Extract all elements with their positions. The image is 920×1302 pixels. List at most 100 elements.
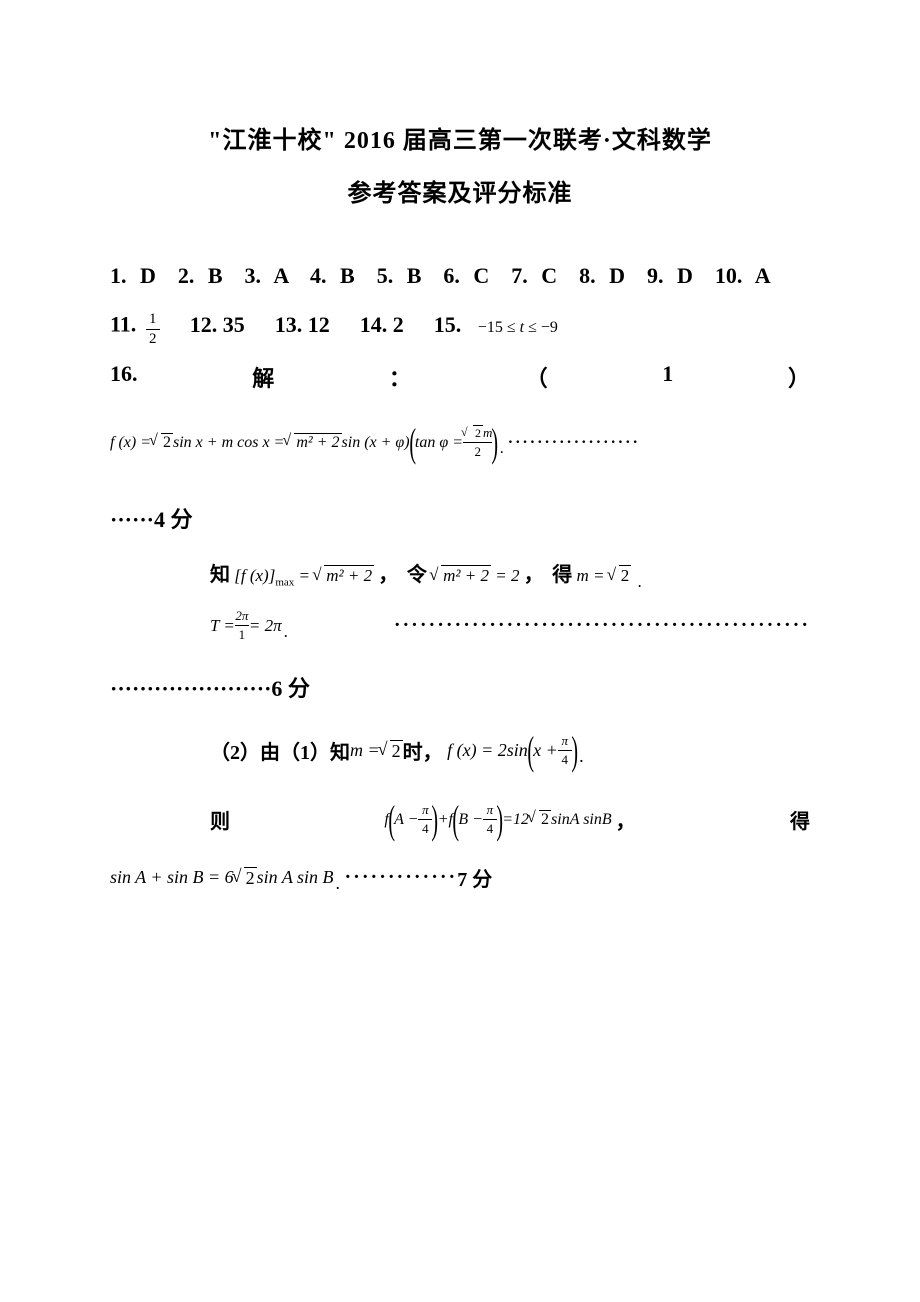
q16-2-sqrt: 2 [380, 740, 403, 762]
ze-frac2: π 4 [483, 802, 497, 837]
max-sqrt3-inner: 2 [619, 565, 632, 586]
f16-sqrt2: 2 [151, 433, 173, 452]
ze-eq: =12 [502, 811, 529, 829]
f16-sqrt2-inner: 2 [161, 433, 173, 452]
q16-2-lparen: ( [527, 727, 534, 774]
q16-2-prefix: （2）由（1）知 [210, 736, 350, 765]
final-dots: ············· [345, 866, 458, 889]
fill-answers-row: 11. 1 2 12. 35 13. 12 14. 2 15. −15 ≤ t … [110, 308, 810, 345]
ze-lp1: ( [388, 796, 395, 843]
ze-A: A − [394, 811, 418, 829]
ze-sqrt-inner: 2 [539, 810, 551, 829]
q16-2-sqrt-inner: 2 [390, 740, 403, 762]
ze-label: 则 [210, 805, 230, 834]
q12-value: 35 [223, 312, 245, 337]
f16-tanfrac-num: 2m [463, 425, 492, 441]
ze-four2: 4 [487, 821, 494, 837]
q16-2-pi: π [562, 733, 569, 749]
q14: 14. 2 [360, 312, 404, 338]
max-meq: m = [576, 566, 608, 585]
f16-p1: sin x + m cos x = [173, 434, 284, 452]
T-line-frac [235, 625, 249, 626]
max-sub: max [275, 576, 294, 588]
ze-de: 得 [790, 805, 810, 834]
q12: 12. 35 [190, 312, 245, 338]
final-period: . [336, 873, 341, 894]
max-sqrt1: m² + 2 [314, 566, 374, 585]
points-6: ······················6 分 [110, 671, 810, 703]
ze-rp1: ) [432, 796, 439, 843]
max-line: 知 [f (x)]max = m² + 2 ， 令 m² + 2 = 2 ， 得… [110, 558, 810, 588]
q15-expr: −15 ≤ t ≤ −9 [478, 319, 558, 336]
q16-jie: 解 [252, 361, 274, 393]
f16-bigparen-r: ) [492, 419, 499, 466]
ze-comma: ， [616, 805, 636, 834]
T-label: T = [210, 616, 235, 636]
ze-B: B − [458, 811, 483, 829]
T-num: 2π [235, 608, 248, 624]
ze-sinab: sinA sinB [551, 811, 612, 829]
q11-den: 2 [149, 331, 157, 348]
final-rest: sin A sin B [257, 867, 334, 888]
final-expr: sin A + sin B = 6 [110, 867, 234, 888]
q16-2-fx: f (x) = 2sin [447, 740, 528, 761]
ze-sqrt: 2 [529, 810, 551, 829]
q14-label: 14. [360, 312, 388, 337]
ze-middle: f ( A − π 4 ) +f ( B − π 4 ) =12 2 sinA … [384, 796, 635, 843]
max-fx: f (x) [241, 566, 269, 585]
max-eq2: = 2 [495, 566, 519, 585]
q11-frac-line [146, 329, 160, 330]
f16-bigparen-l: ( [409, 419, 416, 466]
f16-frac-line [463, 442, 492, 443]
q16-colon: ： [389, 361, 411, 393]
q15-label: 15. [434, 312, 462, 337]
q13: 13. 12 [275, 312, 330, 338]
exam-title-line2: 参考答案及评分标准 [110, 173, 810, 208]
q12-label: 12. [190, 312, 218, 337]
f16-tan: tan φ = [415, 434, 463, 452]
q15: 15. −15 ≤ t ≤ −9 [434, 312, 558, 338]
ze-four1: 4 [422, 821, 429, 837]
T-eq: = 2π [249, 616, 282, 636]
max-comma2: ， [524, 564, 544, 586]
final-line: sin A + sin B = 6 2 sin A sin B . ······… [110, 863, 810, 892]
f16-dots: ·················· [508, 434, 640, 452]
T-period: . [284, 622, 288, 642]
max-de: 得 [552, 564, 572, 586]
max-ling: 令 [407, 564, 427, 586]
max-zhi: 知 [210, 564, 230, 586]
q13-label: 13. [275, 312, 303, 337]
f16-sqrt-m22-inner: m² + 2 [294, 433, 341, 452]
max-sqrt3: 2 [609, 566, 632, 585]
max-period: . [637, 572, 641, 591]
f16-frac-den: 2 [474, 444, 481, 460]
ze-line2 [483, 819, 497, 820]
q11-fraction: 1 2 [146, 311, 160, 348]
ze-pi2: π [487, 802, 494, 818]
q16-lparen: （ [526, 361, 548, 393]
q16-2-period: . [579, 746, 584, 767]
f16-p2: sin (x + φ) [342, 434, 410, 452]
max-sqrt2: m² + 2 [431, 566, 491, 585]
q15-pre: −15 ≤ [478, 319, 520, 336]
q16-2-frac-line [558, 750, 572, 751]
ze-pi1: π [422, 802, 429, 818]
exam-title-line1: "江淮十校" 2016 届高三第一次联考·文科数学 [110, 120, 810, 155]
final-sqrt-inner: 2 [244, 867, 257, 889]
final-sqrt: 2 [234, 867, 257, 889]
T-den: 1 [239, 627, 246, 643]
q16-2-shi: 时， [403, 736, 443, 765]
ze-line1 [418, 819, 432, 820]
q16-2-rparen: ) [571, 727, 578, 774]
q16-2-frac: π 4 [558, 733, 572, 768]
q16-label: 16. [110, 361, 138, 393]
T-frac: 2π 1 [235, 608, 249, 643]
ze-rp2: ) [496, 796, 503, 843]
ze-frac1: π 4 [418, 802, 432, 837]
q14-value: 2 [393, 312, 404, 337]
q13-value: 12 [308, 312, 330, 337]
points-4: ······4 分 [110, 502, 810, 534]
ze-line: 则 f ( A − π 4 ) +f ( B − π 4 ) =12 2 sin… [110, 796, 810, 843]
max-sqrt1-inner: m² + 2 [324, 565, 374, 586]
ze-plus: +f [438, 811, 453, 829]
